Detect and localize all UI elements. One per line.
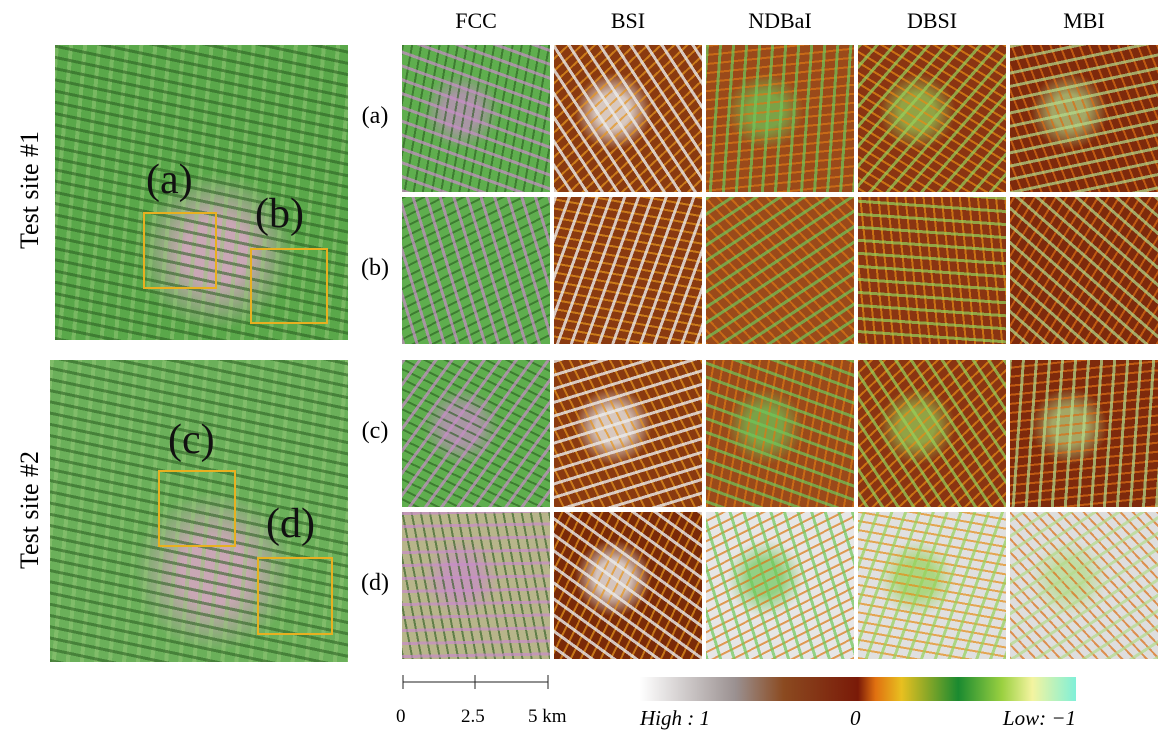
image-panel — [402, 197, 550, 344]
column-header: FCC — [402, 8, 550, 34]
image-panel — [1010, 45, 1158, 192]
image-panel — [858, 360, 1006, 507]
image-panel — [554, 512, 702, 659]
colorbar-label: High : 1 — [640, 706, 710, 731]
image-panel — [706, 512, 854, 659]
row-label: (d) — [352, 570, 398, 597]
column-header: NDBaI — [706, 8, 854, 34]
scale-label: 5 km — [528, 706, 567, 728]
image-panel — [1010, 360, 1158, 507]
column-header: DBSI — [858, 8, 1006, 34]
colorbar-label: Low: −1 — [978, 706, 1076, 731]
site-label: Test site #1 — [15, 90, 45, 290]
image-panel — [858, 197, 1006, 344]
image-panel — [706, 197, 854, 344]
scale-label: 0 — [396, 706, 406, 728]
scale-label: 2.5 — [461, 706, 485, 728]
image-panel — [706, 45, 854, 192]
image-panel — [1010, 512, 1158, 659]
roi-label: (d) — [266, 500, 315, 548]
column-header: MBI — [1010, 8, 1158, 34]
figure: FCCBSINDBaIDBSIMBI (a) (b) (c) (d) Test sit… — [0, 0, 1158, 735]
image-panel — [554, 360, 702, 507]
scale-bar — [395, 672, 560, 702]
image-panel — [858, 512, 1006, 659]
image-panel — [858, 45, 1006, 192]
image-panel — [554, 197, 702, 344]
colorbar — [640, 677, 1076, 701]
roi-label: (c) — [168, 416, 215, 464]
roi-label: (b) — [255, 190, 304, 238]
roi-box — [143, 212, 217, 289]
roi-box — [257, 557, 333, 635]
row-label: (a) — [352, 103, 398, 130]
image-panel — [402, 360, 550, 507]
roi-label: (a) — [146, 156, 193, 204]
image-panel — [1010, 197, 1158, 344]
colorbar-label: 0 — [850, 706, 861, 731]
roi-box — [250, 248, 328, 324]
row-label: (b) — [352, 255, 398, 282]
site-label: Test site #2 — [15, 410, 45, 610]
image-panel — [402, 45, 550, 192]
column-header: BSI — [554, 8, 702, 34]
image-panel — [554, 45, 702, 192]
image-panel — [706, 360, 854, 507]
image-panel — [402, 512, 550, 659]
row-label: (c) — [352, 418, 398, 445]
roi-box — [158, 470, 236, 547]
